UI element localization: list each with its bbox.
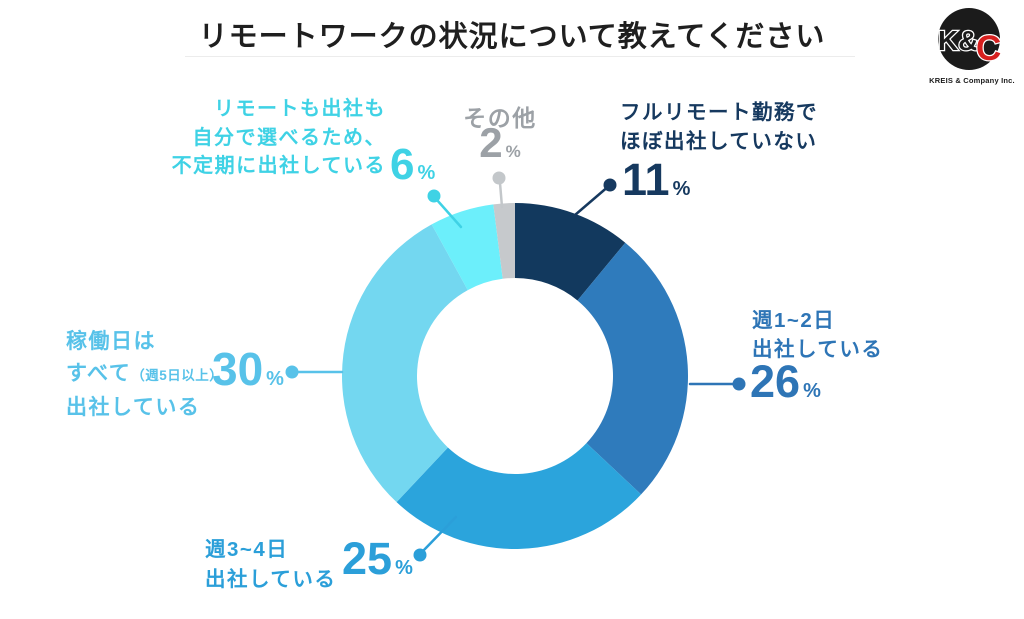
segment-label-line: 出社している — [752, 338, 884, 361]
donut-segment — [493, 203, 515, 279]
segment-label-line: 自分で選べるため、 — [192, 126, 386, 149]
segment-label-line: リモートも出社も — [214, 98, 386, 120]
percent-unit: % — [672, 178, 691, 200]
segment-value: 6 — [390, 140, 415, 189]
donut-segment — [396, 443, 642, 550]
label-all-days: 稼働日は すべて（週5日以上） 出社している — [66, 326, 223, 424]
segment-value: 26 — [750, 356, 801, 407]
segment-label-line: その他 — [463, 105, 537, 131]
segment-label-line: すべて（週5日以上） — [66, 358, 223, 392]
leader-dot — [492, 171, 506, 185]
leader-line — [498, 181, 504, 209]
value-other: 2% — [452, 122, 548, 164]
segment-value: 2 — [479, 119, 503, 166]
segment-label-line: 週3~4日 — [205, 538, 289, 561]
logo-circle — [938, 8, 1000, 70]
donut-segment — [431, 204, 503, 291]
value-remote-choice: 6% — [390, 143, 435, 187]
leader-dot — [285, 365, 299, 379]
title-divider — [185, 56, 855, 57]
segment-label-note: （週5日以上） — [131, 368, 224, 383]
leader-line — [421, 515, 458, 553]
segment-value: 11 — [622, 154, 670, 205]
percent-unit: % — [505, 142, 521, 161]
percent-unit: % — [417, 162, 436, 184]
value-week3-4: 25% — [342, 536, 413, 581]
donut-segment — [515, 203, 626, 301]
leader-dot — [413, 548, 427, 562]
segment-label-line: 週1~2日 — [752, 309, 836, 332]
logo-tagline: KREIS & Company Inc. — [929, 76, 1015, 85]
segment-label-line: 不定期に出社している — [171, 155, 386, 177]
label-full-remote: フルリモート勤務で ほぼ出社していない — [620, 99, 818, 156]
leader-dot — [732, 377, 746, 391]
value-all-days: 30% — [212, 346, 284, 392]
percent-unit: % — [395, 557, 413, 579]
segment-label-line: 稼働日は — [66, 330, 156, 353]
label-week3-4: 週3~4日 出社している — [205, 535, 336, 594]
label-other: その他 — [452, 99, 548, 133]
logo-monogram-right: C — [976, 29, 1001, 68]
value-full-remote: 11% — [622, 157, 690, 202]
donut-segment — [342, 224, 468, 503]
leader-dot — [427, 189, 441, 203]
leader-line — [435, 198, 463, 229]
segment-label-line: 出社している — [66, 396, 201, 419]
value-week1-2: 26% — [750, 359, 821, 404]
segment-label-line: 出社している — [205, 567, 337, 591]
segment-value: 25 — [342, 533, 393, 584]
segment-label-part: すべて — [66, 362, 132, 385]
label-remote-choice: リモートも出社も 自分で選べるため、 不定期に出社している — [130, 95, 386, 181]
company-logo: K& C KREIS & Company Inc. — [929, 8, 1015, 85]
logo-monogram-left: K& — [938, 25, 978, 56]
percent-unit: % — [803, 380, 821, 402]
page-title: リモートワークの状況について教えてください — [198, 21, 826, 53]
donut-segment — [577, 242, 688, 495]
segment-label-line: フルリモート勤務で — [620, 101, 818, 124]
segment-value: 30 — [212, 343, 264, 395]
segment-label-line: ほぼ出社していない — [620, 129, 818, 153]
leader-line — [573, 183, 612, 217]
percent-unit: % — [266, 368, 284, 390]
label-week1-2: 週1~2日 出社している — [752, 306, 883, 364]
leader-dot — [603, 178, 617, 192]
